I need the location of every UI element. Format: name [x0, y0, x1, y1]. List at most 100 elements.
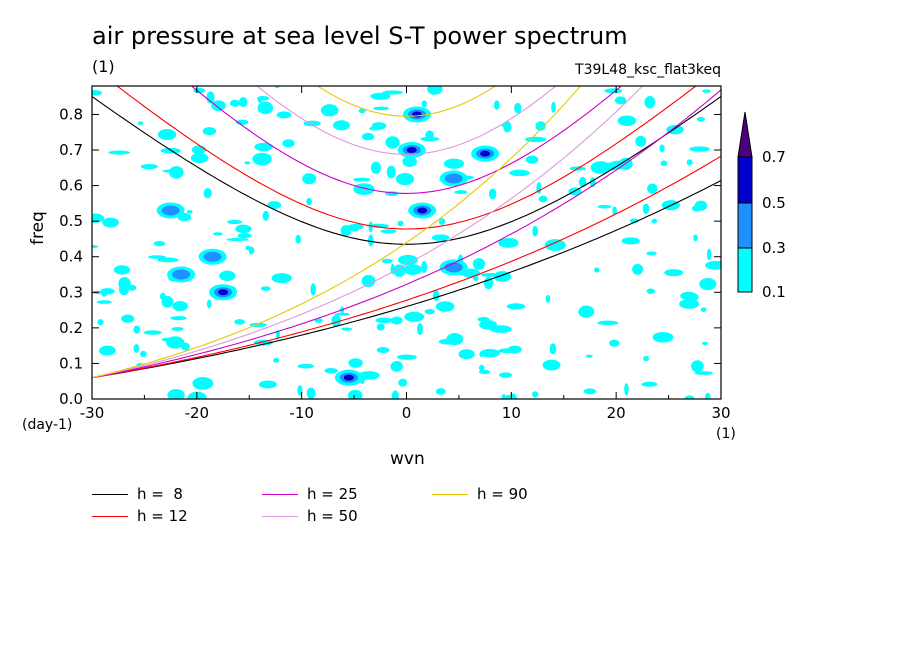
power-contour-0.1: [113, 265, 131, 275]
power-contour-0.1: [96, 300, 112, 304]
power-contour-0.1: [391, 316, 403, 325]
power-contour-0.1: [535, 121, 546, 131]
x-axis-ticks: -30 -20 -10 0 10 20 30: [80, 86, 731, 422]
power-contour-0.1: [348, 358, 363, 368]
legend-label-h25: h = 25: [307, 485, 358, 503]
power-contour-0.1: [203, 187, 212, 199]
power-contour-0.1: [148, 255, 166, 259]
power-contour-0.1: [480, 272, 501, 277]
power-contour-0.1: [92, 244, 99, 249]
power-contour-0.1: [551, 101, 556, 114]
power-contour-0.1: [370, 161, 381, 174]
chart-subtitle: (1): [92, 57, 115, 76]
power-contour-0.1: [234, 319, 245, 325]
power-contour-0.1: [686, 159, 693, 166]
power-contour-0.1: [335, 312, 350, 316]
power-contour-0.1: [282, 139, 295, 148]
power-contour-0.1: [121, 314, 135, 323]
kelvin-curve: [92, 86, 644, 379]
power-contour-0.1: [498, 237, 519, 248]
power-contour-0.1: [368, 234, 374, 247]
power-contour-0.1: [393, 264, 406, 277]
x-axis-label: wvn: [390, 449, 425, 469]
power-contour-0.1: [489, 325, 512, 333]
power-contour-0.1: [693, 234, 698, 242]
power-contour-0.1: [614, 96, 627, 105]
colorbar-label: 0.3: [762, 239, 786, 257]
power-contour-0.1: [341, 327, 353, 331]
power-contour-0.1: [629, 218, 640, 224]
power-contour-0.1: [157, 257, 179, 263]
power-contour-0.1: [443, 158, 465, 169]
legend-swatch-h12: [92, 516, 128, 517]
power-contour-0.1: [390, 361, 403, 372]
power-contour-0.5: [406, 147, 417, 154]
power-contour-0.1: [380, 229, 397, 234]
power-contour-0.1: [498, 348, 515, 354]
power-contour-0.1: [340, 224, 352, 237]
power-contour-0.1: [206, 299, 212, 309]
power-contour-0.1: [271, 273, 292, 284]
power-contour-0.1: [702, 89, 711, 93]
power-contour-0.1: [432, 290, 440, 301]
power-contour-0.1: [421, 261, 428, 274]
power-contour-0.1: [700, 307, 707, 312]
power-contour-0.1: [524, 136, 547, 143]
power-contour-0.1: [664, 269, 684, 277]
power-contour-0.1: [302, 173, 317, 185]
power-contour-0.1: [404, 311, 425, 322]
power-contour-0.1: [424, 309, 435, 315]
power-contour-0.1: [499, 372, 513, 378]
power-contour-0.1: [202, 127, 217, 136]
power-contour-0.1: [680, 291, 697, 301]
power-contour-0.1: [506, 303, 526, 310]
power-contour-0.1: [396, 354, 417, 360]
power-contour-0.1: [504, 394, 517, 399]
power-contour-0.1: [306, 387, 316, 399]
power-contour-0.1: [92, 213, 105, 223]
power-contour-0.1: [704, 392, 711, 399]
legend-swatch-h50: [262, 516, 298, 517]
power-contour-0.1: [211, 100, 226, 112]
y-tick-label: 0.7: [59, 141, 83, 159]
power-contour-0.1: [92, 90, 102, 96]
power-contour-0.1: [98, 345, 116, 356]
power-contour-0.1: [479, 351, 484, 357]
power-contour-0.1: [705, 260, 721, 270]
power-contour-0.1: [352, 177, 371, 182]
power-contour-0.1: [660, 160, 668, 166]
power-contour-0.1: [140, 163, 158, 170]
power-contour-0.3: [161, 205, 180, 216]
power-contour-0.1: [646, 288, 655, 294]
power-contour-0.1: [101, 288, 108, 297]
y-tick-label: 0.4: [59, 248, 83, 266]
power-contour-0.1: [472, 258, 486, 270]
power-contour-0.1: [699, 278, 717, 291]
power-contour-0.1: [310, 283, 316, 296]
x-tick-label: 0: [402, 404, 412, 422]
power-contour-0.1: [171, 326, 184, 331]
power-contour-0.1: [133, 325, 141, 334]
power-contour-0.1: [493, 100, 500, 110]
power-contour-0.1: [446, 332, 464, 346]
x-tick-label: 30: [711, 404, 730, 422]
colorbar-segment: [737, 156, 753, 204]
power-contour-0.1: [368, 221, 373, 233]
power-contour-0.1: [691, 360, 704, 373]
legend-label-h90: h = 90: [477, 485, 528, 503]
power-contour-0.1: [417, 323, 423, 335]
power-contour-0.5: [218, 289, 229, 296]
x-tick-label: -30: [80, 404, 105, 422]
power-contour-0.1: [373, 106, 390, 111]
y-tick-label: 0.8: [59, 105, 83, 123]
power-contour-0.1: [479, 349, 501, 358]
kelvin-curve: [92, 155, 721, 379]
y-tick-label: 0.6: [59, 177, 83, 195]
power-contour-0.1: [348, 389, 363, 399]
power-contour-0.1: [237, 233, 252, 239]
power-contour-0.1: [260, 286, 271, 291]
power-contour-0.1: [578, 176, 587, 188]
x-tick-label: -10: [289, 404, 314, 422]
power-contour-0.1: [262, 210, 270, 221]
power-contour-0.1: [153, 240, 166, 247]
